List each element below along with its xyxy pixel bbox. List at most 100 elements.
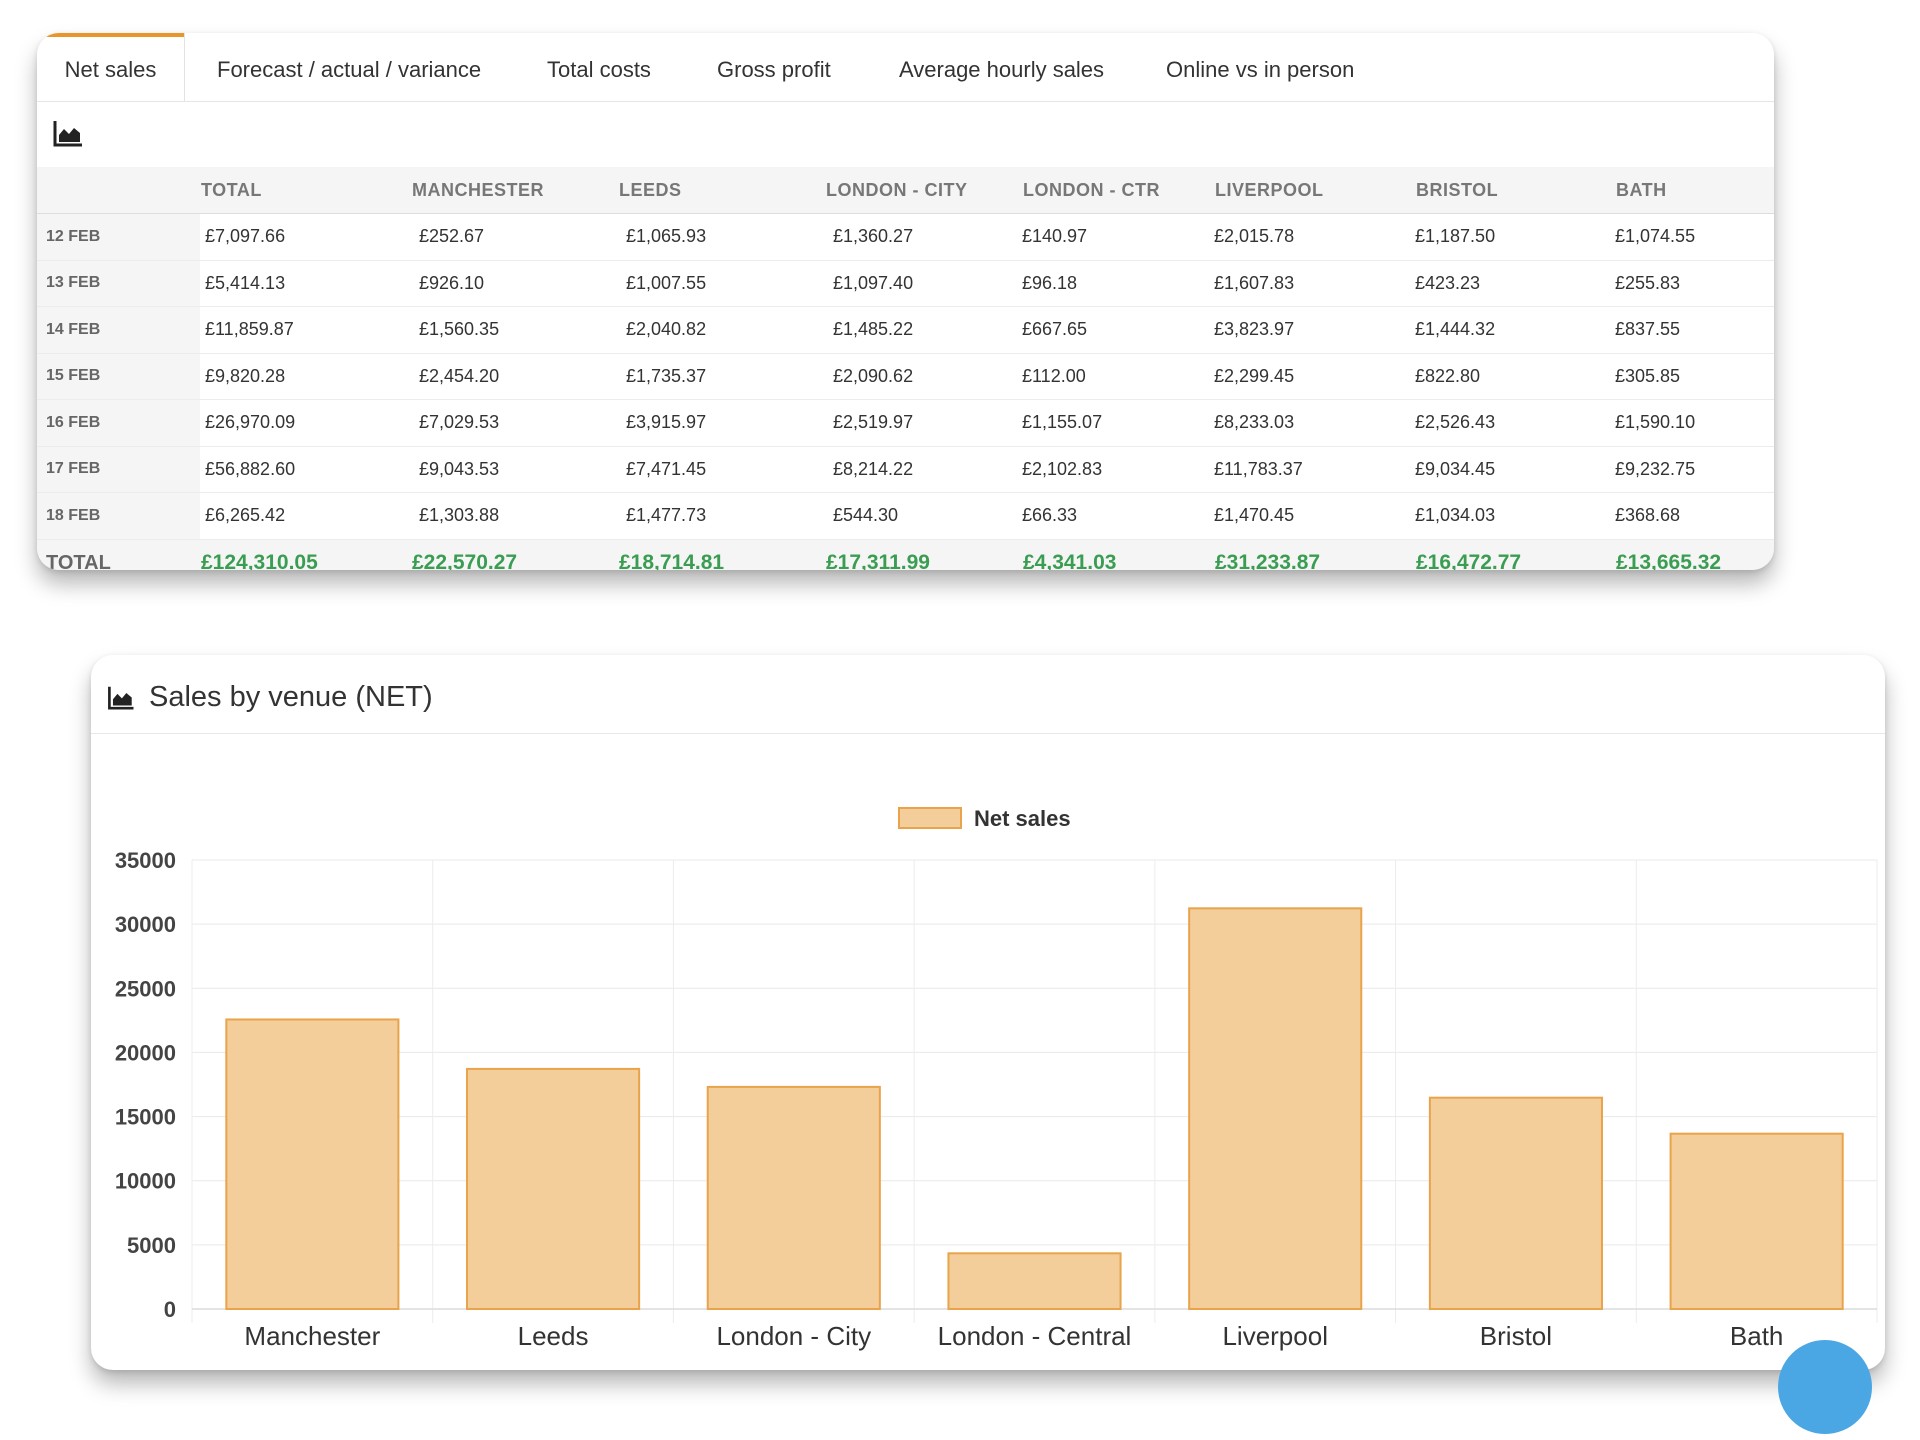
table-cell: £1,470.45: [1214, 492, 1415, 540]
table-cell: £2,015.78: [1214, 213, 1415, 261]
table-cell: £305.85: [1615, 353, 1774, 400]
table-cell: £1,187.50: [1415, 213, 1615, 261]
y-tick-label: 35000: [115, 848, 176, 873]
table-cell: £1,735.37: [618, 353, 825, 400]
tab-bar: Net sales Forecast / actual / variance T…: [37, 33, 1774, 102]
table-cell: £544.30: [825, 492, 1022, 540]
table-cell: £2,040.82: [618, 306, 825, 354]
sales-by-venue-card: Sales by venue (NET) 35000 30000 25000 2000…: [91, 655, 1885, 1370]
table-cell: £252.67: [411, 213, 618, 261]
net-sales-card: Net sales Forecast / actual / variance T…: [37, 33, 1774, 570]
header-cell: BRISTOL: [1415, 167, 1615, 214]
bar-london-central: [947, 1252, 1122, 1311]
table-cell: £1,155.07: [1022, 399, 1214, 447]
table-cell: £1,303.88: [411, 492, 618, 540]
header-cell: TOTAL: [200, 167, 411, 214]
net-sales-table: TOTAL MANCHESTER LEEDS LONDON - CITY LON…: [37, 167, 1774, 570]
table-cell: £1,590.10: [1615, 399, 1774, 447]
row-date-cell: 13 FEB: [37, 260, 200, 307]
table-cell: £56,882.60: [200, 446, 411, 493]
table-cell: £667.65: [1022, 306, 1214, 354]
table-cell: £66.33: [1022, 492, 1214, 540]
table-row: 12 FEB £7,097.66 £252.67 £1,065.93 £1,360.27…: [37, 213, 1774, 261]
total-label: TOTAL: [37, 539, 200, 570]
table-cell: £26,970.09: [200, 399, 411, 447]
tab-forecast-actual-variance[interactable]: Forecast / actual / variance: [217, 57, 482, 82]
legend-swatch: [898, 807, 962, 829]
table-cell: £6,265.42: [200, 492, 411, 540]
table-cell: £112.00: [1022, 353, 1214, 400]
table-cell: £926.10: [411, 260, 618, 307]
table-cell: £822.80: [1415, 353, 1615, 400]
y-tick-label: 10000: [115, 1169, 176, 1194]
tab-bar-background: [184, 33, 1774, 101]
tab-gross-profit[interactable]: Gross profit: [717, 57, 831, 82]
row-date-cell: 12 FEB: [37, 213, 200, 261]
bar-leeds: [466, 1067, 641, 1310]
total-cell: £22,570.27: [411, 539, 618, 570]
table-cell: £1,034.03: [1415, 492, 1615, 540]
total-cell: £16,472.77: [1415, 539, 1615, 570]
table-cell: £9,232.75: [1615, 446, 1774, 493]
total-cell: £31,233.87: [1214, 539, 1415, 570]
total-cell: £13,665.32: [1615, 539, 1774, 570]
table-cell: £368.68: [1615, 492, 1774, 540]
table-cell: £7,097.66: [200, 213, 411, 261]
tab-average-hourly-sales[interactable]: Average hourly sales: [899, 57, 1105, 82]
y-tick-label: 0: [164, 1297, 176, 1322]
table-cell: £1,097.40: [825, 260, 1022, 307]
table-cell: £1,007.55: [618, 260, 825, 307]
x-tick-label: Bristol: [1480, 1321, 1552, 1351]
table-cell: £2,102.83: [1022, 446, 1214, 493]
chat-launcher-button[interactable]: [1778, 1340, 1872, 1434]
table-cell: £7,029.53: [411, 399, 618, 447]
table-cell: £2,526.43: [1415, 399, 1615, 447]
table-cell: £255.83: [1615, 260, 1774, 307]
table-total-row: TOTAL £124,310.05 £22,570.27 £18,714.81 £17,…: [37, 539, 1774, 570]
table-cell: £8,233.03: [1214, 399, 1415, 447]
table-cell: £423.23: [1415, 260, 1615, 307]
header-cell: MANCHESTER: [411, 167, 618, 214]
header-cell: LONDON - CITY: [825, 167, 1022, 214]
table-cell: £2,454.20: [411, 353, 618, 400]
tab-net-sales[interactable]: Net sales: [37, 33, 185, 101]
x-tick-label: London - Central: [938, 1321, 1132, 1351]
table-cell: £7,471.45: [618, 446, 825, 493]
area-chart-icon: [108, 686, 134, 710]
bar-manchester: [225, 1018, 400, 1310]
table-cell: £11,783.37: [1214, 446, 1415, 493]
total-cell: £124,310.05: [200, 539, 411, 570]
row-date-cell: 18 FEB: [37, 492, 200, 540]
tab-online-vs-in-person[interactable]: Online vs in person: [1166, 57, 1355, 82]
area-chart-icon[interactable]: [53, 119, 83, 147]
table-cell: £3,915.97: [618, 399, 825, 447]
table-cell: £1,485.22: [825, 306, 1022, 354]
table-cell: £11,859.87: [200, 306, 411, 354]
table-cell: £1,074.55: [1615, 213, 1774, 261]
header-cell: LIVERPOOL: [1214, 167, 1415, 214]
table-cell: £9,043.53: [411, 446, 618, 493]
table-cell: £9,034.45: [1415, 446, 1615, 493]
table-header-row: TOTAL MANCHESTER LEEDS LONDON - CITY LON…: [37, 167, 1774, 214]
table-row: 16 FEB £26,970.09 £7,029.53 £3,915.97 £2,519…: [37, 399, 1774, 447]
header-cell: [37, 167, 200, 214]
total-cell: £4,341.03: [1022, 539, 1214, 570]
legend-label: Net sales: [974, 806, 1071, 831]
table-row: 13 FEB £5,414.13 £926.10 £1,007.55 £1,097.40…: [37, 260, 1774, 307]
row-date-cell: 15 FEB: [37, 353, 200, 400]
x-tick-label: Bath: [1730, 1321, 1784, 1351]
x-tick-label: Manchester: [244, 1321, 380, 1351]
tab-total-costs[interactable]: Total costs: [547, 57, 651, 82]
table-cell: £5,414.13: [200, 260, 411, 307]
row-date-cell: 14 FEB: [37, 306, 200, 354]
bar-bristol: [1428, 1096, 1603, 1310]
table-row: 17 FEB £56,882.60 £9,043.53 £7,471.45 £8,214…: [37, 446, 1774, 493]
y-tick-label: 5000: [127, 1233, 176, 1258]
y-tick-label: 30000: [115, 912, 176, 937]
table-cell: £96.18: [1022, 260, 1214, 307]
y-tick-label: 20000: [115, 1040, 176, 1065]
table-cell: £8,214.22: [825, 446, 1022, 493]
y-tick-label: 25000: [115, 976, 176, 1001]
header-cell: LEEDS: [618, 167, 825, 214]
header-cell: BATH: [1615, 167, 1774, 214]
